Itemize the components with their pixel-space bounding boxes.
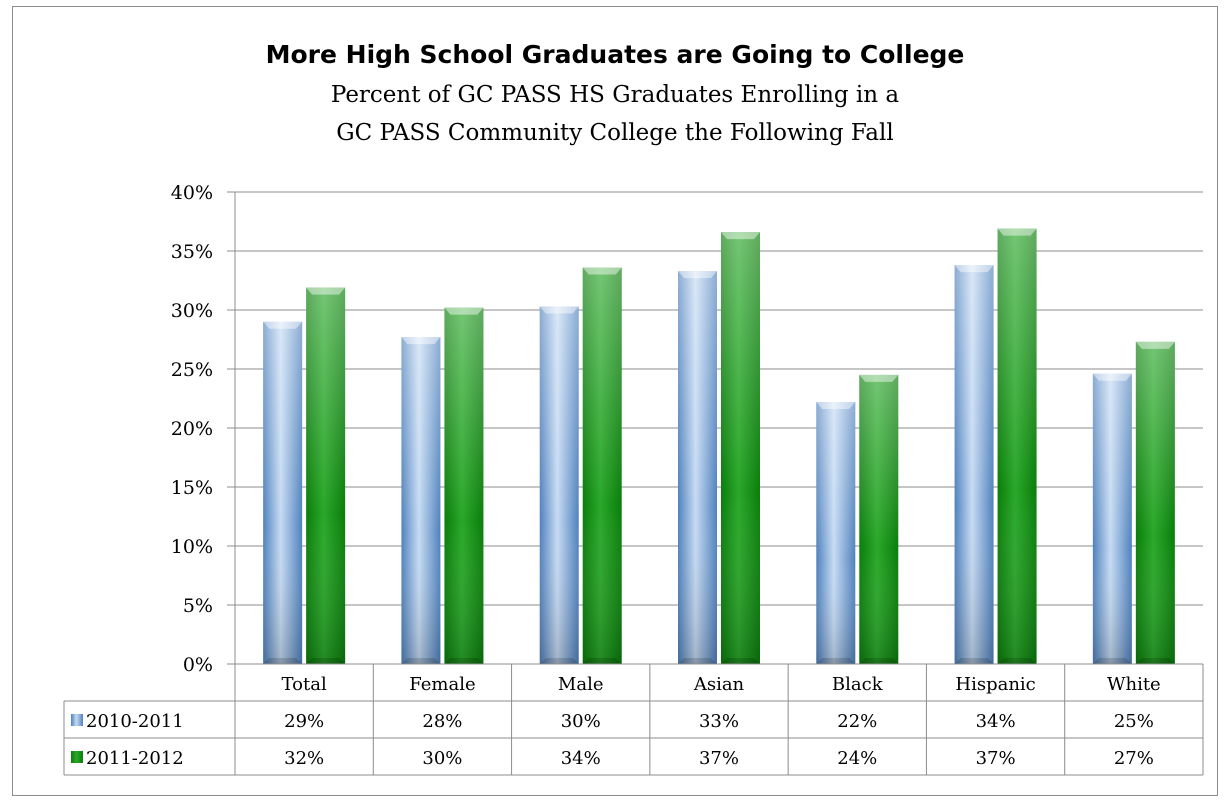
data-label: 32%	[284, 748, 324, 769]
data-label: 24%	[837, 748, 877, 769]
y-tick-label: 20%	[171, 418, 213, 440]
legend-key-2011-2012	[71, 751, 83, 763]
bar-2010-2011-Hispanic	[954, 265, 994, 664]
category-label: Total	[282, 674, 327, 695]
data-label: 28%	[422, 711, 462, 732]
bar-2011-2012-White	[1135, 341, 1175, 664]
series-label: 2010-2011	[86, 711, 184, 732]
category-label: Asian	[693, 674, 745, 695]
data-label: 34%	[561, 748, 601, 769]
data-label: 22%	[837, 711, 877, 732]
bar-2011-2012-Male	[582, 267, 622, 664]
bar-2011-2012-Total	[306, 287, 346, 664]
bar-2011-2012-Black	[859, 374, 899, 664]
bar-2010-2011-Female	[401, 337, 441, 664]
data-label: 27%	[1114, 748, 1154, 769]
bar-2010-2011-Asian	[678, 271, 717, 664]
data-label: 29%	[284, 711, 324, 732]
category-label: White	[1107, 674, 1161, 695]
category-label: Female	[409, 674, 475, 695]
bar-2011-2012-Hispanic	[997, 228, 1037, 664]
bar-2010-2011-White	[1092, 373, 1132, 664]
data-label: 34%	[976, 711, 1016, 732]
y-tick-label: 25%	[171, 359, 213, 381]
data-label: 30%	[561, 711, 601, 732]
chart-title: More High School Graduates are Going to …	[265, 40, 965, 69]
bars	[263, 228, 1175, 664]
category-label: Black	[832, 674, 884, 695]
bar-2010-2011-Black	[816, 402, 856, 664]
bar-2011-2012-Asian	[721, 232, 760, 664]
y-axis-ticks: 0% 5% 10% 15% 20% 25% 30% 35% 40%	[171, 182, 213, 676]
data-label: 30%	[422, 748, 462, 769]
y-tick-label: 30%	[171, 300, 213, 322]
chart-subtitle-line-2: GC PASS Community College the Following …	[336, 120, 894, 146]
y-tick-label: 0%	[183, 654, 213, 676]
legend-key-2010-2011	[71, 714, 83, 726]
data-label: 37%	[699, 748, 739, 769]
y-tick-label: 35%	[171, 241, 213, 263]
y-tick-label: 5%	[183, 595, 213, 617]
data-label: 25%	[1114, 711, 1154, 732]
bar-2010-2011-Male	[539, 306, 579, 664]
y-tick-label: 10%	[171, 536, 213, 558]
data-table: Total Female Male Asian Black Hispanic White 20…	[63, 663, 1204, 776]
bar-2011-2012-Female	[444, 307, 484, 664]
bar-2010-2011-Total	[263, 321, 303, 664]
y-tick-label: 15%	[171, 477, 213, 499]
data-label: 37%	[976, 748, 1016, 769]
y-tick-label: 40%	[171, 182, 213, 204]
series-label: 2011-2012	[86, 748, 184, 769]
chart-subtitle-line-1: Percent of GC PASS HS Graduates Enrollin…	[330, 82, 900, 108]
category-label: Hispanic	[955, 674, 1035, 695]
category-label: Male	[558, 674, 604, 695]
data-label: 33%	[699, 711, 739, 732]
